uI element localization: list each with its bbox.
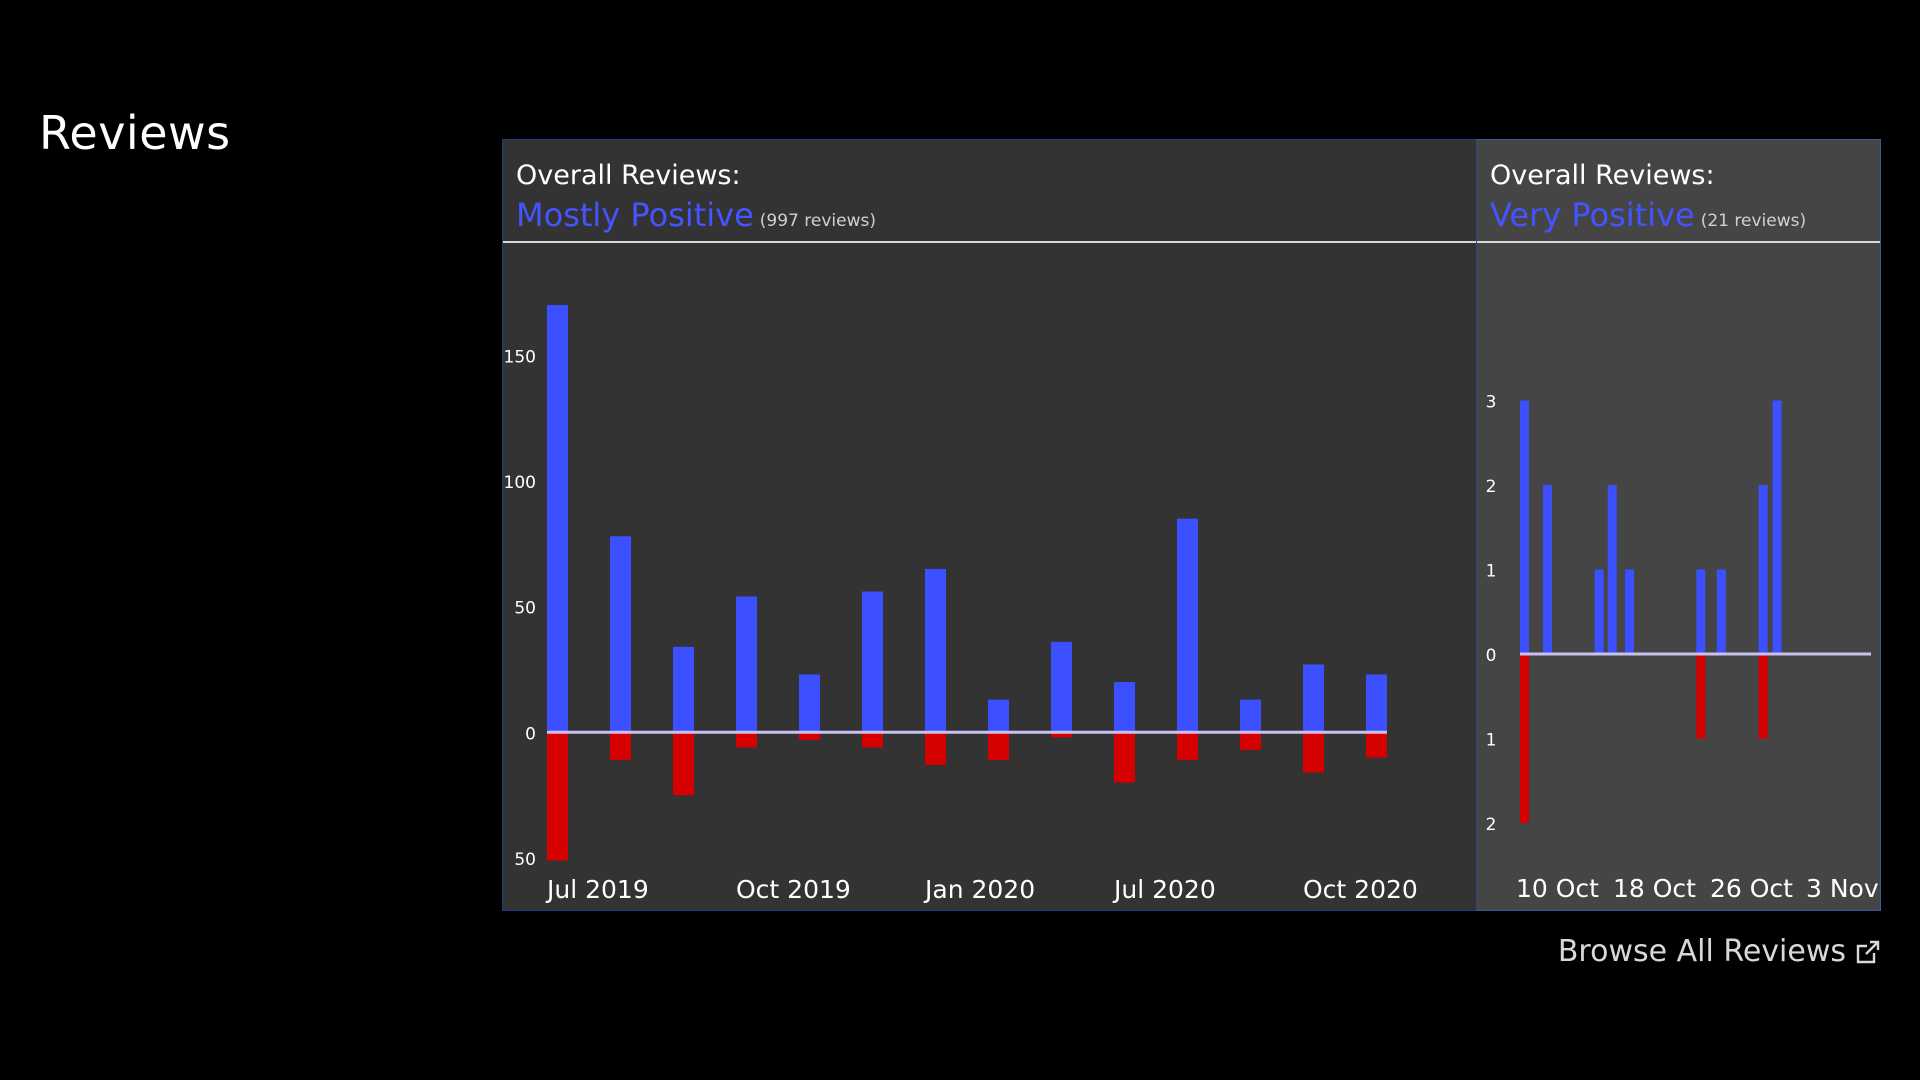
- positive-bar[interactable]: [925, 568, 946, 733]
- positive-bar[interactable]: [1607, 485, 1617, 654]
- positive-bar[interactable]: [547, 305, 568, 733]
- negative-bar[interactable]: [1758, 654, 1768, 739]
- y-tick-label: 100: [504, 473, 536, 493]
- positive-bar[interactable]: [1716, 569, 1726, 655]
- y-tick-label: 2: [1486, 815, 1497, 835]
- negative-bar[interactable]: [1114, 732, 1135, 783]
- overall-reviews-panel: Overall Reviews: Mostly Positive (997 rev…: [502, 139, 1476, 911]
- x-tick-label: 10 Oct: [1516, 874, 1599, 903]
- external-link-icon: [1856, 940, 1880, 963]
- negative-bar[interactable]: [1051, 732, 1072, 738]
- positive-bar[interactable]: [1758, 485, 1768, 654]
- positive-bar[interactable]: [1542, 485, 1552, 654]
- y-tick-label: 50: [514, 599, 536, 619]
- overall-reviews-label: Overall Reviews:: [516, 160, 741, 191]
- browse-all-reviews-link[interactable]: Browse All Reviews: [1558, 934, 1882, 969]
- positive-bar[interactable]: [1696, 569, 1706, 655]
- recent-summary: Very Positive (21 reviews): [1490, 196, 1806, 234]
- negative-bar[interactable]: [1177, 732, 1198, 760]
- x-tick-label: 3 Nov: [1806, 874, 1879, 903]
- browse-all-reviews-label: Browse All Reviews: [1557, 934, 1846, 969]
- negative-bar[interactable]: [547, 732, 568, 861]
- negative-bar[interactable]: [862, 732, 883, 748]
- positive-bar[interactable]: [862, 591, 883, 733]
- y-tick-label: 50: [514, 850, 536, 870]
- positive-bar[interactable]: [1520, 400, 1529, 655]
- negative-bar[interactable]: [988, 732, 1009, 760]
- positive-bar[interactable]: [1177, 518, 1198, 733]
- positive-bar[interactable]: [1624, 569, 1634, 655]
- x-tick-label: Jul 2019: [545, 875, 649, 904]
- recent-review-count: (21 reviews): [1700, 211, 1807, 231]
- positive-bar[interactable]: [988, 699, 1009, 733]
- y-tick-label: 3: [1486, 393, 1497, 413]
- x-tick-label: Jul 2020: [1112, 875, 1216, 904]
- x-tick-label: 26 Oct: [1710, 874, 1793, 903]
- y-tick-label: 2: [1486, 477, 1497, 497]
- recent-reviews-panel: Overall Reviews: Very Positive (21 review…: [1476, 139, 1881, 911]
- positive-bar[interactable]: [736, 596, 757, 733]
- x-tick-label: Jan 2020: [923, 875, 1035, 904]
- positive-bar[interactable]: [610, 536, 631, 733]
- negative-bar[interactable]: [1366, 732, 1387, 758]
- x-tick-label: Oct 2019: [736, 875, 851, 904]
- y-tick-label: 0: [525, 724, 536, 744]
- positive-bar[interactable]: [673, 646, 694, 733]
- overall-summary: Mostly Positive (997 reviews): [516, 196, 876, 234]
- positive-bar[interactable]: [1240, 699, 1261, 733]
- positive-bar[interactable]: [1594, 569, 1604, 655]
- positive-bar[interactable]: [799, 674, 820, 733]
- positive-bar[interactable]: [1051, 641, 1072, 733]
- negative-bar[interactable]: [799, 732, 820, 740]
- recent-reviews-label: Overall Reviews:: [1490, 160, 1715, 191]
- negative-bar[interactable]: [610, 732, 631, 760]
- negative-bar[interactable]: [1240, 732, 1261, 750]
- y-tick-label: 0: [1486, 646, 1497, 666]
- negative-bar[interactable]: [673, 732, 694, 796]
- overall-rating[interactable]: Mostly Positive: [516, 196, 754, 234]
- y-tick-label: 1: [1486, 562, 1497, 582]
- overall-review-count: (997 reviews): [759, 211, 876, 231]
- negative-bar[interactable]: [925, 732, 946, 765]
- overall-reviews-header: Overall Reviews: Mostly Positive (997 rev…: [503, 140, 1476, 243]
- positive-bar[interactable]: [1114, 682, 1135, 733]
- x-tick-label: 18 Oct: [1613, 874, 1696, 903]
- section-title: Reviews: [39, 106, 231, 160]
- overall-review-histogram: 150 100 50 0 50 Jul 2019 Oct 2019 Jan 2020 Jul 2…: [504, 305, 1418, 904]
- y-tick-label: 150: [504, 347, 536, 367]
- positive-bar[interactable]: [1303, 664, 1324, 733]
- y-tick-label: 1: [1486, 731, 1497, 751]
- negative-bar[interactable]: [1303, 732, 1324, 773]
- positive-bar[interactable]: [1772, 400, 1782, 655]
- negative-bar[interactable]: [1696, 654, 1706, 739]
- negative-bar[interactable]: [736, 732, 757, 748]
- negative-bar[interactable]: [1520, 654, 1529, 823]
- positive-bar[interactable]: [1366, 674, 1387, 733]
- recent-reviews-header: Overall Reviews: Very Positive (21 review…: [1477, 140, 1880, 243]
- x-tick-label: Oct 2020: [1303, 875, 1418, 904]
- recent-rating[interactable]: Very Positive: [1490, 196, 1695, 234]
- recent-review-histogram: 3 2 1 0 1 2 10 Oct 18 Oct 26 Oct 3 Nov: [1486, 393, 1879, 904]
